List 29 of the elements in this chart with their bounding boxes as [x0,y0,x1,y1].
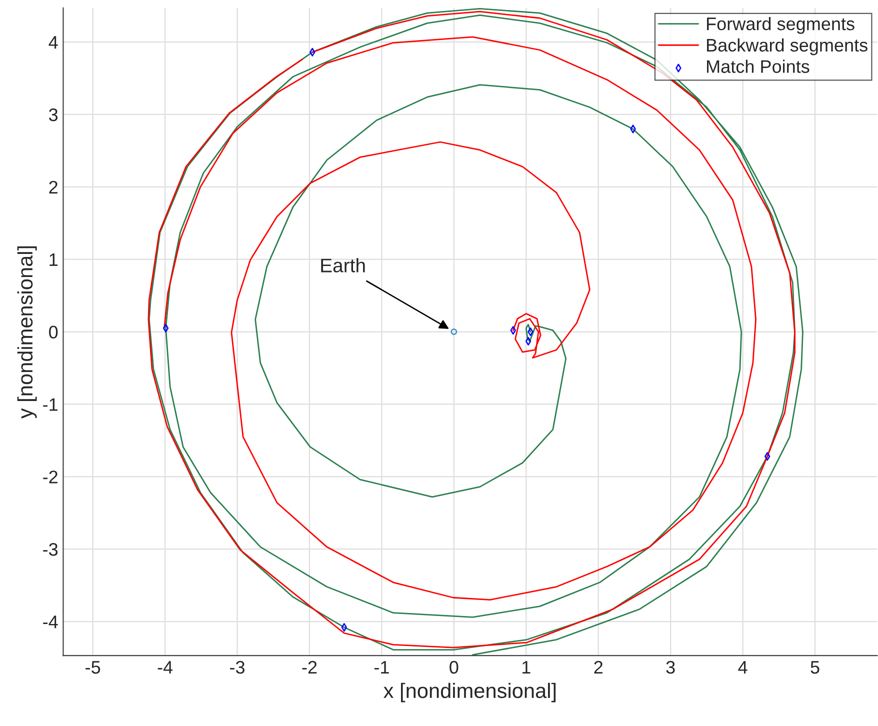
y-axis-title: y [nondimensional] [17,246,37,419]
y-tick-label: 3 [49,108,58,122]
y-tick-label: 4 [48,36,58,49]
x-tick-label: -2 [302,660,317,674]
x-tick-label: -3 [230,660,244,674]
y-tick-label: -1 [43,398,58,411]
legend-label: Forward segments [707,17,854,34]
y-tick-label: -2 [43,470,58,484]
x-tick-label: -1 [374,661,389,674]
legend-label: Backward segments [707,38,868,56]
x-tick-label: -5 [86,661,100,674]
annotation: Earth [321,258,365,272]
x-axis-title: x [nondimensional] [384,682,556,702]
y-tick-label: 1 [50,253,58,266]
y-tick-label: 2 [49,180,58,194]
x-tick-label: -4 [158,661,173,674]
point [162,324,169,332]
point [450,328,458,336]
x-tick-label: 5 [810,661,820,674]
x-tick-label: 4 [738,661,748,674]
x-tick-label: 2 [594,660,602,674]
point [525,336,532,346]
x-tick-label: 0 [450,660,458,674]
x-tick-label: 3 [666,660,675,674]
y-tick-label: 0 [49,326,58,338]
y-tick-label: -4 [43,616,58,628]
legend-label: Match Points [707,60,810,73]
y-tick-label: -3 [43,543,58,556]
x-tick-label: 1 [522,661,530,674]
